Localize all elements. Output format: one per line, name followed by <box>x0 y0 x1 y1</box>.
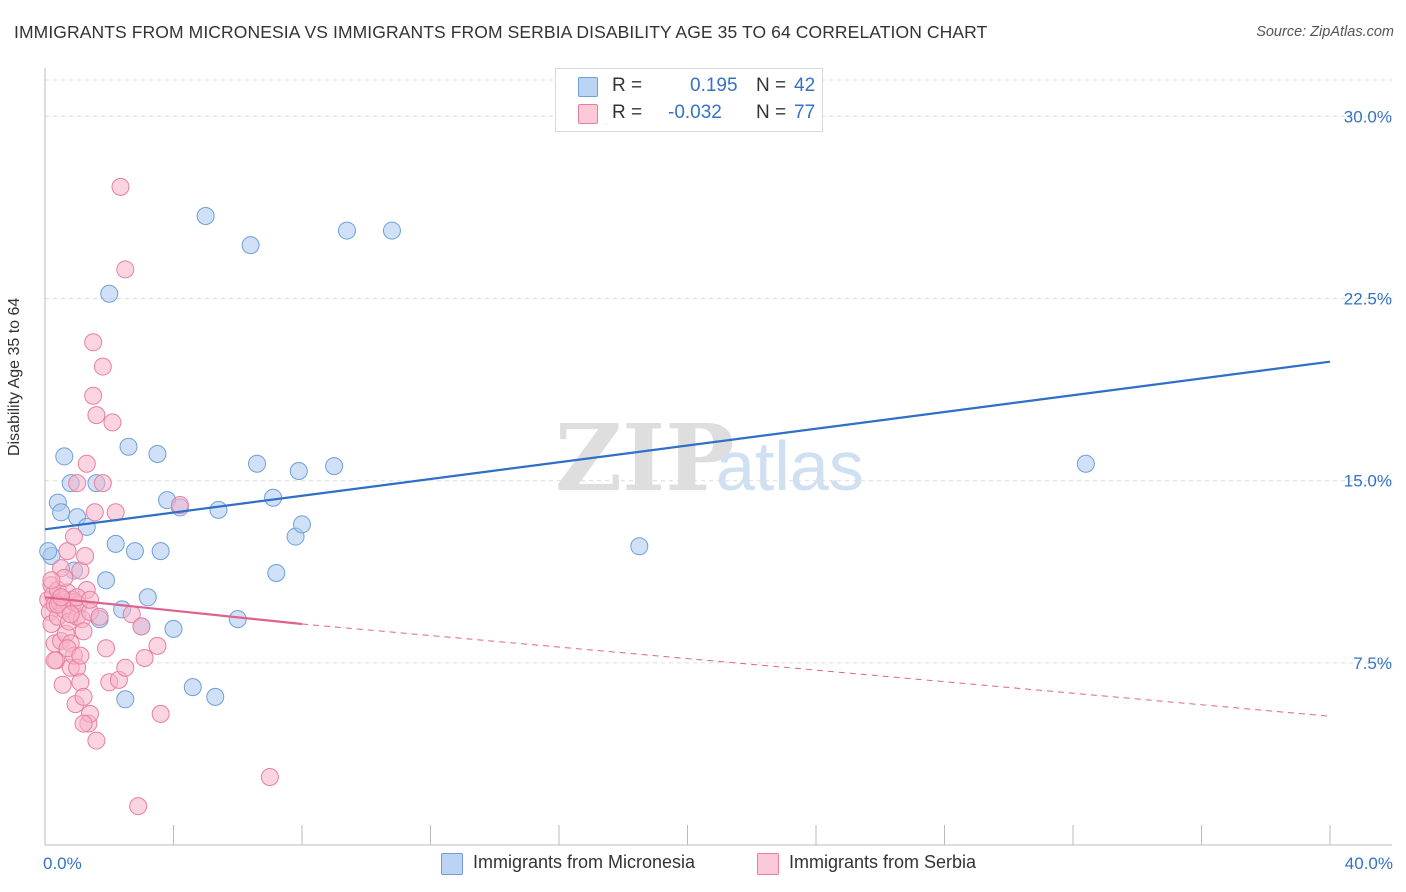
serbia-point <box>85 503 104 522</box>
micronesia-point <box>209 500 228 519</box>
r-label: R = <box>612 75 643 96</box>
y-tick-label: 15.0% <box>1344 472 1392 491</box>
micronesia-point <box>630 537 649 556</box>
serbia-point <box>74 687 93 706</box>
legend-label: Immigrants from Micronesia <box>473 852 696 872</box>
y-tick-label: 7.5% <box>1353 654 1392 673</box>
serbia-point <box>148 636 167 655</box>
micronesia-point <box>289 462 308 480</box>
micronesia-point <box>106 534 125 553</box>
micronesia-point <box>183 678 202 697</box>
n-value: 77 <box>794 102 816 123</box>
micronesia-swatch <box>578 77 598 97</box>
serbia-point <box>260 768 279 786</box>
y-tick-label: 30.0% <box>1344 107 1392 126</box>
serbia-swatch <box>757 853 779 875</box>
serbia-point <box>93 474 112 493</box>
watermark-atlas: atlas <box>716 427 864 505</box>
serbia-point <box>71 646 90 665</box>
serbia-point <box>116 260 135 279</box>
y-axis-label: Disability Age 35 to 64 <box>6 297 23 456</box>
micronesia-point <box>39 542 58 561</box>
micronesia-point <box>293 515 311 534</box>
n-value: 42 <box>794 75 816 96</box>
x-tick-label: 40.0% <box>1345 854 1393 873</box>
watermark-zip: ZIP <box>555 404 734 512</box>
micronesia-point <box>196 207 215 225</box>
micronesia-point <box>148 445 167 463</box>
micronesia-point <box>164 619 183 638</box>
serbia-point <box>103 413 122 432</box>
serbia-point <box>76 547 95 565</box>
micronesia-point <box>97 571 116 590</box>
serbia-point <box>151 704 170 723</box>
serbia-point <box>64 527 83 546</box>
serbia-point <box>87 406 106 425</box>
micronesia-point <box>325 457 344 476</box>
n-label: N = <box>756 102 787 123</box>
serbia-point <box>87 731 106 750</box>
micronesia-point <box>267 564 286 582</box>
serbia-point <box>61 605 80 624</box>
micronesia-trend-line <box>44 360 1331 531</box>
serbia-point <box>132 617 151 636</box>
serbia-point <box>90 607 109 626</box>
serbia-point <box>74 714 93 733</box>
micronesia-point <box>138 588 157 607</box>
r-value: -0.032 <box>668 102 722 123</box>
r-label: R = <box>612 102 643 123</box>
serbia-point <box>129 797 148 816</box>
serbia-point <box>53 675 72 694</box>
micronesia-point <box>125 542 144 561</box>
serbia-point <box>71 673 90 692</box>
micronesia-point <box>206 687 225 706</box>
serbia-trend-line <box>301 623 1331 717</box>
serbia-point <box>77 454 96 473</box>
micronesia-swatch <box>441 853 463 875</box>
chart-title: IMMIGRANTS FROM MICRONESIA VS IMMIGRANTS… <box>14 22 988 42</box>
micronesia-point <box>248 454 267 473</box>
correlation-legend: R = 0.195 N = 42 R = -0.032 N = 77 <box>555 68 823 132</box>
serbia-point <box>45 651 64 670</box>
serbia-trend-line <box>44 596 303 626</box>
serbia-point <box>74 622 93 641</box>
serbia-point <box>80 590 99 609</box>
micronesia-point <box>52 503 71 522</box>
micronesia-point <box>1076 454 1095 473</box>
n-label: N = <box>756 75 787 96</box>
micronesia-point <box>55 447 74 466</box>
serbia-point <box>84 333 103 352</box>
x-tick-label: 0.0% <box>43 854 82 873</box>
source-label: Source: ZipAtlas.com <box>1256 24 1394 40</box>
micronesia-point <box>119 437 138 456</box>
micronesia-point <box>337 221 356 240</box>
serbia-point <box>42 571 61 590</box>
serbia-point <box>116 658 135 677</box>
micronesia-point <box>382 221 401 240</box>
serbia-point <box>135 649 154 667</box>
serbia-swatch <box>578 104 598 124</box>
micronesia-point <box>100 284 119 303</box>
serbia-point <box>68 474 87 493</box>
serbia-point <box>84 386 103 405</box>
y-tick-label: 22.5% <box>1344 290 1392 309</box>
serbia-point <box>93 357 112 376</box>
serbia-point <box>97 639 116 658</box>
serbia-point <box>170 496 189 514</box>
micronesia-point <box>151 542 170 561</box>
legend-label: Immigrants from Serbia <box>789 852 977 872</box>
serbia-point <box>111 177 130 196</box>
r-value: 0.195 <box>690 75 738 96</box>
micronesia-point <box>228 610 247 629</box>
micronesia-point <box>116 690 135 709</box>
micronesia-point <box>241 236 260 255</box>
